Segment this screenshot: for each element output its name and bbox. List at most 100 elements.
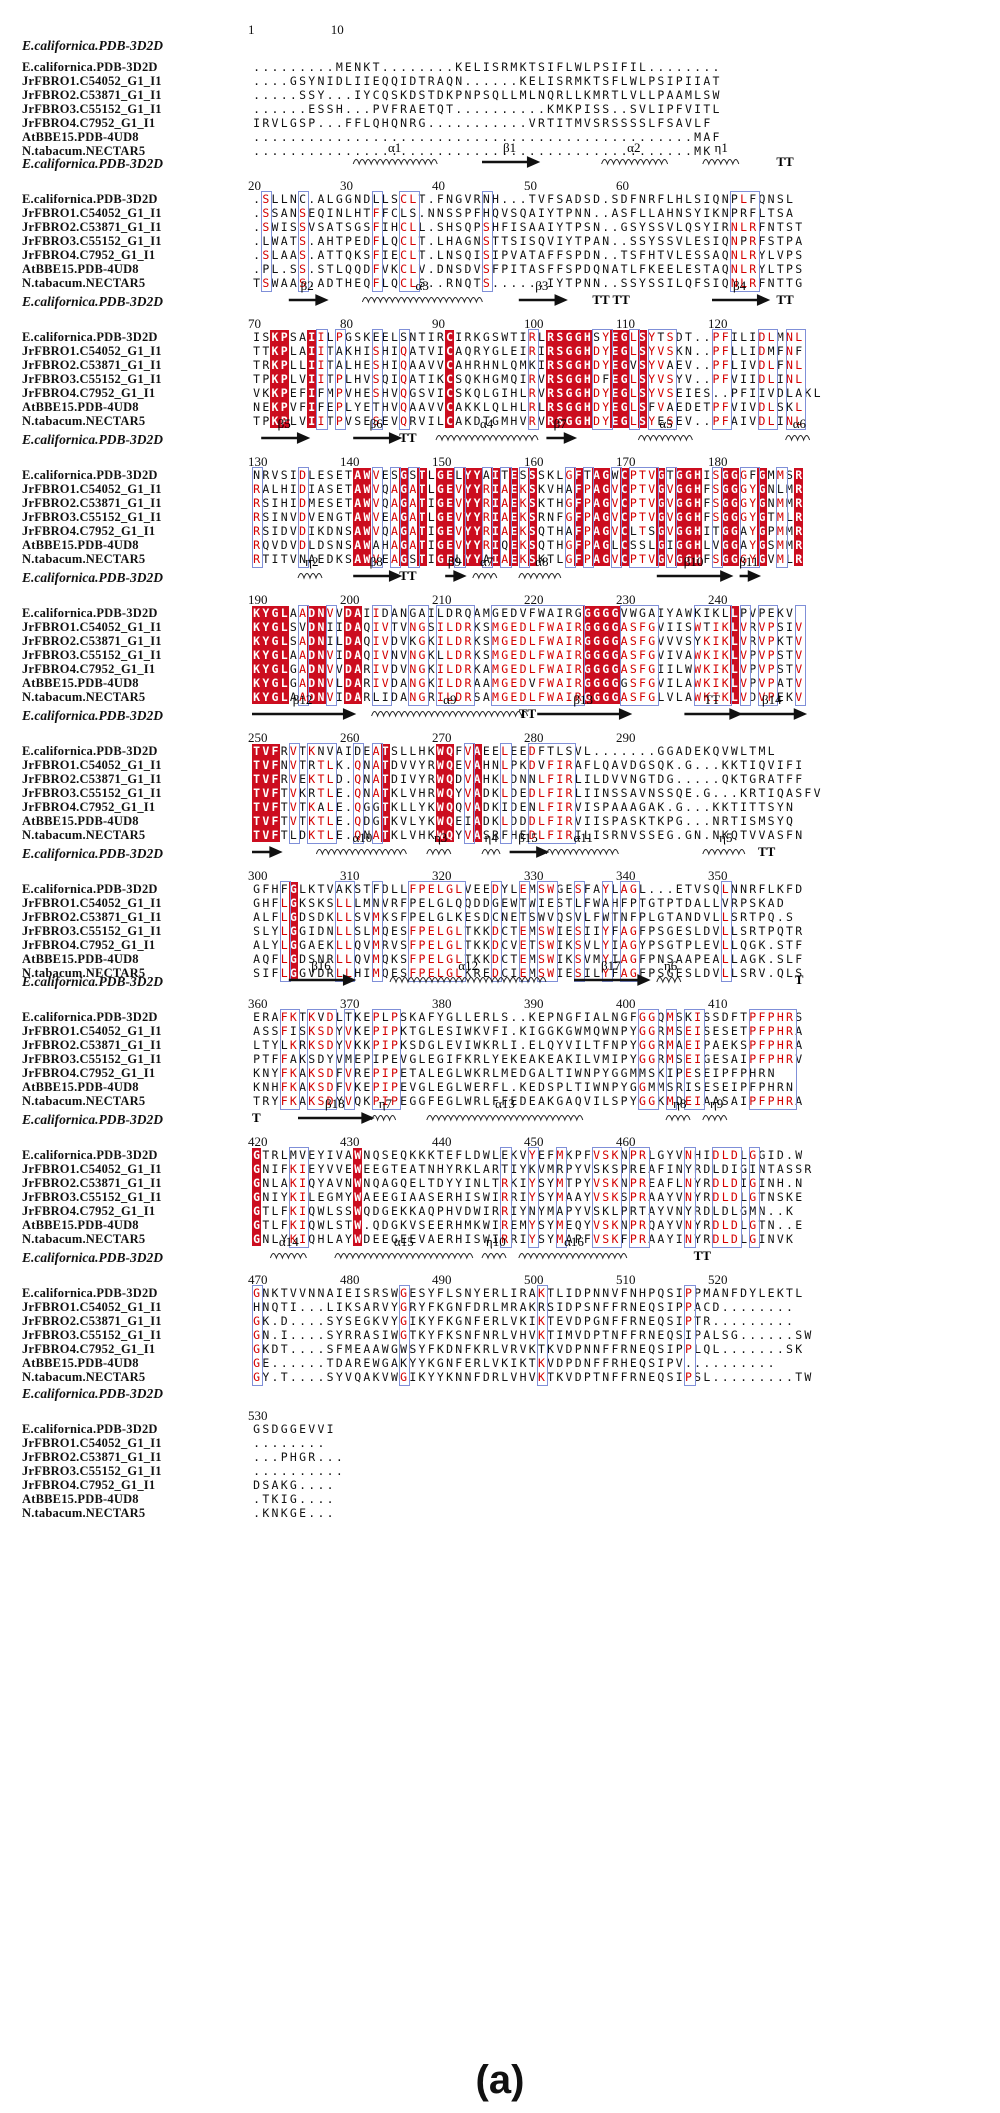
sequence-name: JrFBRO3.C55152_G1_I1 [22,1464,162,1478]
sequence-name: AtBBE15.PDB-4UD8 [22,262,139,276]
strand-arrow [656,570,734,582]
sequence-name: N.tabacum.NECTAR5 [22,828,146,842]
sequence-name: N.tabacum.NECTAR5 [22,966,146,980]
sequence-name: N.tabacum.NECTAR5 [22,1094,146,1108]
ss-element-label: β15 [518,830,538,845]
sequence-name: JrFBRO2.C53871_G1_I1 [22,220,162,234]
helix-mark [481,1253,507,1260]
figure-caption: (a) [475,2058,525,2102]
residue-number: 250 [248,730,268,745]
sequence-name: JrFBRO1.C54052_G1_I1 [22,206,162,220]
sequence-name: JrFBRO4.C7952_G1_I1 [22,662,156,676]
helix-mark [371,711,529,718]
sequence-name: JrFBRO2.C53871_G1_I1 [22,496,162,510]
sequence-name: E.californica.PDB-3D2D [22,1422,158,1436]
sequence-name: JrFBRO3.C55152_G1_I1 [22,234,162,248]
ss-element-label: α3 [416,278,429,293]
sequence-name: N.tabacum.NECTAR5 [22,690,146,704]
secondary-structure-track: β12 α9 TT β13 TT β14 [252,692,808,721]
sequence-name: AtBBE15.PDB-4UD8 [22,676,139,690]
residue-number: 10 [330,22,344,37]
sequence-name: JrFBRO2.C53871_G1_I1 [22,358,162,372]
sequence-name: JrFBRO3.C55152_G1_I1 [22,1328,162,1342]
strand-arrow [546,432,578,444]
residue-number: 240 [708,592,728,607]
residue-number: 130 [248,454,268,469]
helix-mark [334,1253,474,1260]
ss-element-label: η3 [434,830,447,845]
structure-reference-label: E.californica.PDB-3D2D [22,570,163,585]
structure-reference-label: E.californica.PDB-3D2D [22,1386,163,1401]
ss-element-label: β14 [762,692,782,707]
sequence-name: AtBBE15.PDB-4UD8 [22,1492,139,1506]
sequence-name: JrFBRO1.C54052_G1_I1 [22,620,162,634]
helix-mark [426,1115,584,1122]
residue-number: 460 [616,1134,636,1149]
strand-arrow [252,846,283,858]
sequence-name: JrFBRO3.C55152_G1_I1 [22,1190,162,1204]
strand-arrow [684,708,743,720]
sequence-name: JrFBRO2.C53871_G1_I1 [22,88,162,102]
sequence-name: AtBBE15.PDB-4UD8 [22,814,139,828]
helix-mark [435,435,539,442]
sequence-name: JrFBRO1.C54052_G1_I1 [22,758,162,772]
strand-arrow [353,570,403,582]
ss-element-label: α15 [394,1234,414,1249]
sequence-name: AtBBE15.PDB-4UD8 [22,1218,139,1232]
ss-element-label: β1 [503,140,516,155]
sequence-name: JrFBRO4.C7952_G1_I1 [22,1342,156,1356]
residue-number: 350 [708,868,728,883]
residue-number: 430 [340,1134,360,1149]
sequence-row: .......... [253,1464,343,1478]
sequence-row: ........................................… [253,144,711,158]
ss-element-label: β16 [311,958,331,973]
helix-mark [656,977,682,984]
residue-number: 480 [340,1272,360,1287]
structure-reference-label: E.californica.PDB-3D2D [22,846,163,861]
sequence-name: N.tabacum.NECTAR5 [22,1506,146,1520]
structure-reference-label: E.californica.PDB-3D2D [22,294,163,309]
residue-number: 380 [432,996,452,1011]
ss-element-label: β12 [293,692,313,707]
residue-number: 160 [524,454,544,469]
residue-number: 510 [616,1272,636,1287]
sequence-name: E.californica.PDB-3D2D [22,1148,158,1162]
sequence-name: N.tabacum.NECTAR5 [22,1370,146,1384]
sequence-name: N.tabacum.NECTAR5 [22,414,146,428]
sequence-name: JrFBRO1.C54052_G1_I1 [22,482,162,496]
turn-label: TT [758,844,776,859]
structure-reference-label: E.californica.PDB-3D2D [22,1112,163,1127]
residue-number: 170 [616,454,636,469]
strand-arrow [288,294,329,306]
sequence-name: E.californica.PDB-3D2D [22,1286,158,1300]
sequence-name: JrFBRO4.C7952_G1_I1 [22,386,156,400]
residue-number: 30 [340,178,353,193]
ss-element-label: β10 [684,554,704,569]
sequence-name: E.californica.PDB-3D2D [22,606,158,620]
turn-label: T [252,1110,261,1125]
